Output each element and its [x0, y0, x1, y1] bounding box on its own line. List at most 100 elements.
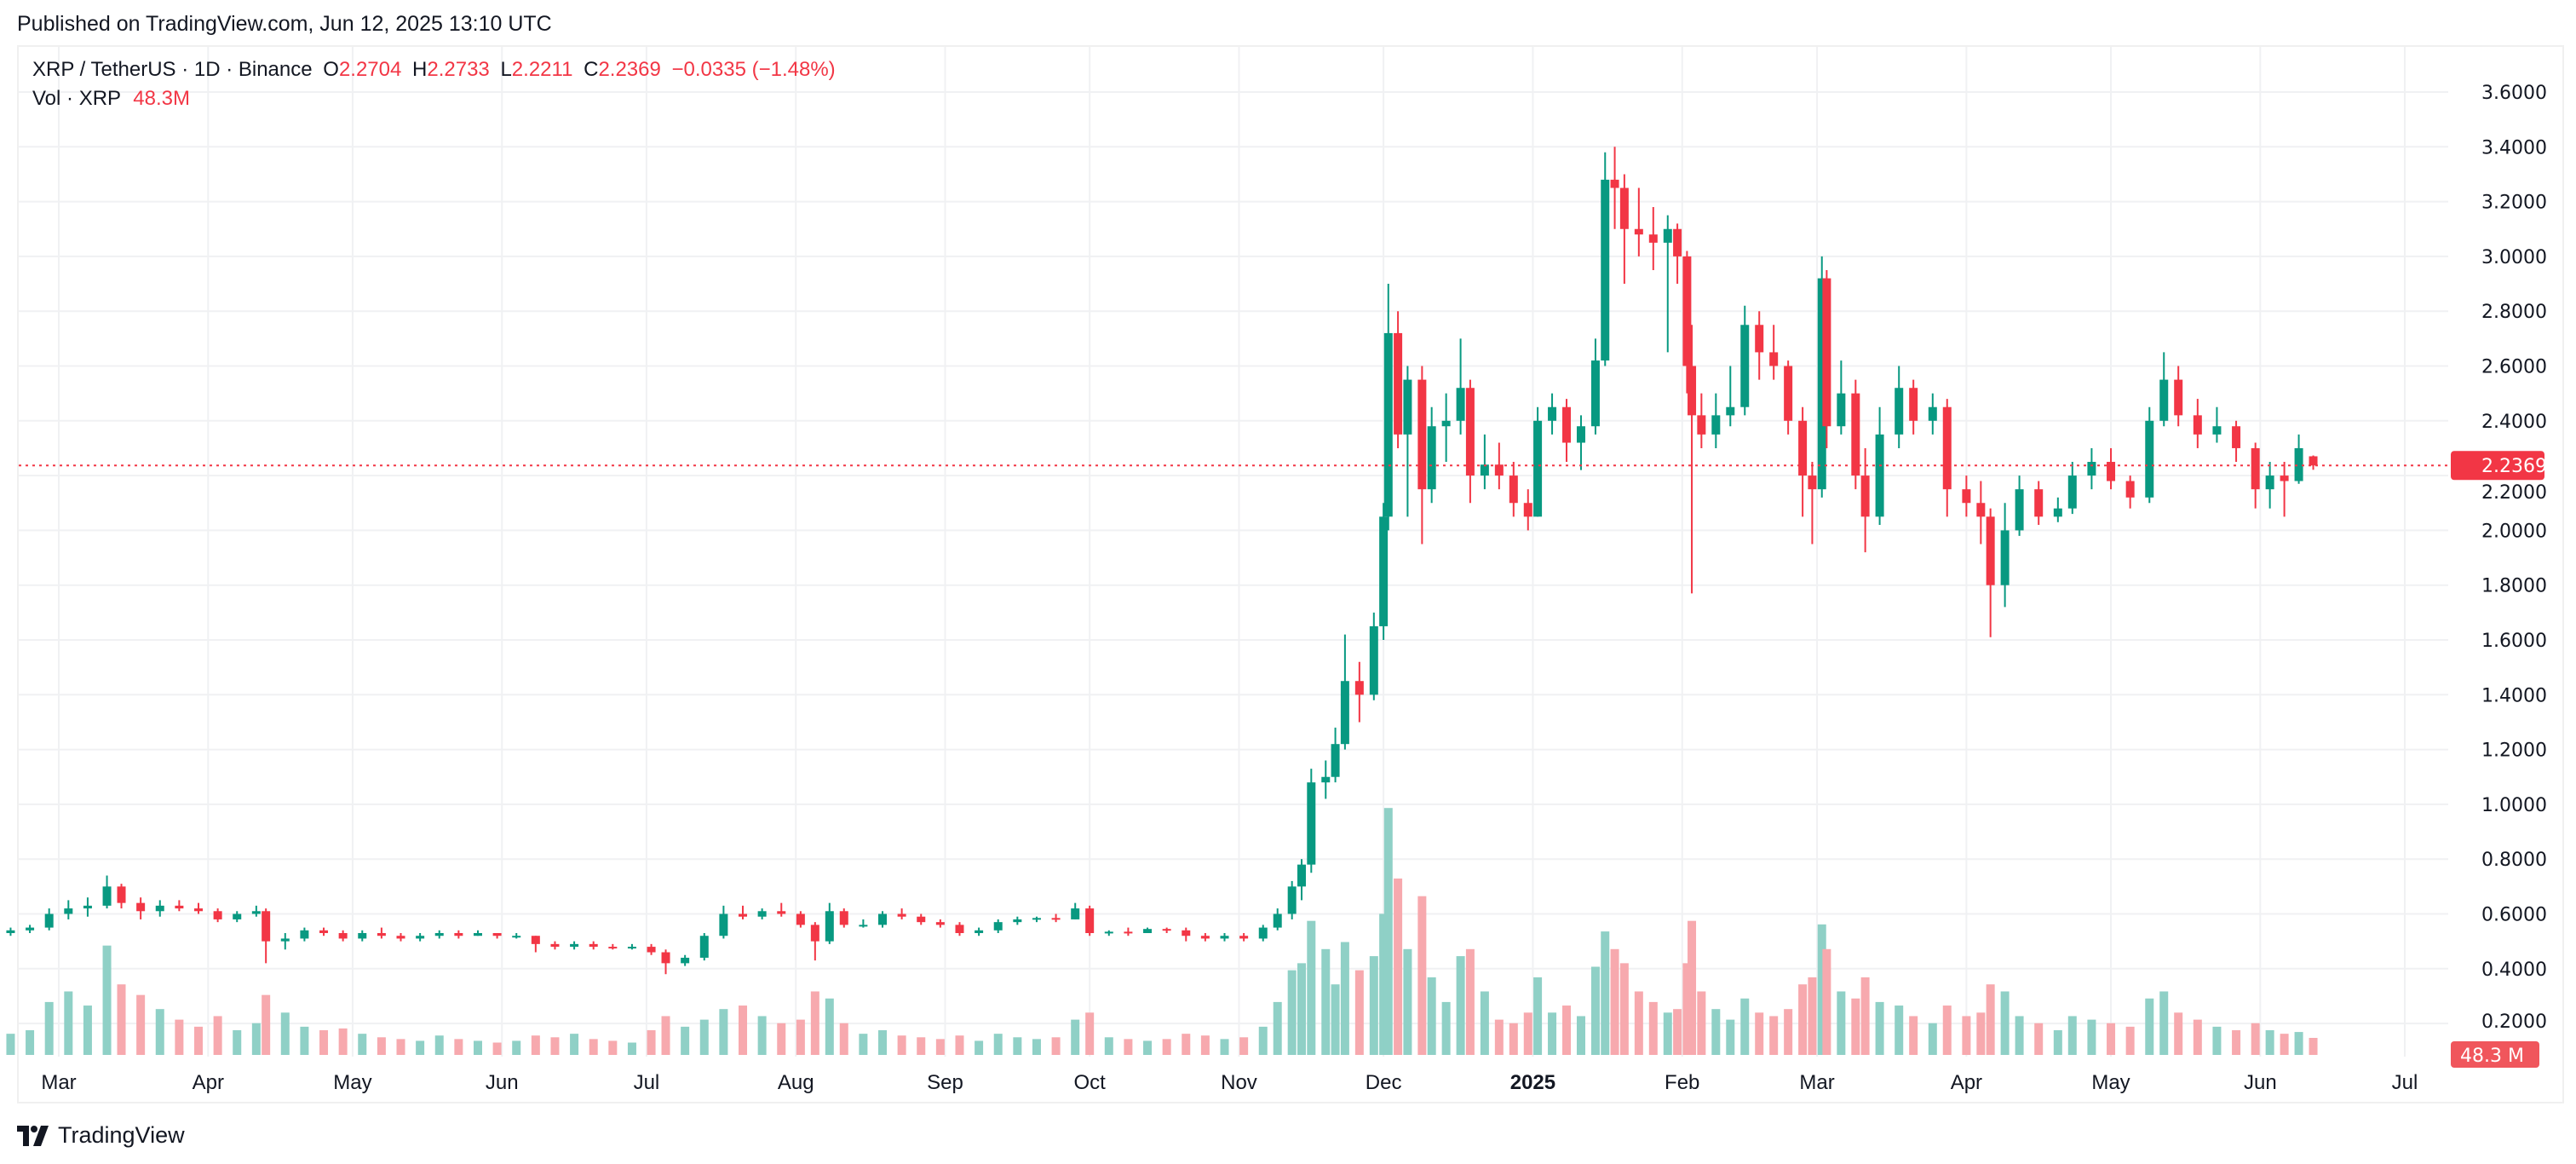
- candle[interactable]: [473, 930, 482, 936]
- candle[interactable]: [897, 908, 906, 919]
- candle[interactable]: [358, 930, 367, 942]
- candle[interactable]: [878, 911, 888, 928]
- candle[interactable]: [859, 919, 868, 928]
- candle[interactable]: [796, 911, 805, 928]
- candle[interactable]: [1755, 311, 1764, 380]
- candle[interactable]: [739, 905, 748, 919]
- candle[interactable]: [570, 941, 579, 950]
- candle[interactable]: [175, 900, 184, 912]
- candle[interactable]: [2000, 503, 2010, 608]
- candle[interactable]: [1071, 902, 1080, 919]
- candle[interactable]: [1523, 489, 1532, 531]
- candle[interactable]: [1976, 481, 1986, 545]
- candle[interactable]: [1648, 207, 1658, 270]
- candle[interactable]: [993, 919, 1003, 934]
- candle[interactable]: [1673, 223, 1682, 285]
- candle[interactable]: [396, 933, 405, 942]
- candle[interactable]: [810, 922, 819, 961]
- candle[interactable]: [6, 927, 15, 936]
- candle[interactable]: [1297, 859, 1306, 901]
- candle[interactable]: [975, 927, 984, 936]
- candle[interactable]: [2053, 497, 2062, 522]
- candle[interactable]: [955, 922, 964, 936]
- candle[interactable]: [1837, 360, 1846, 435]
- candle[interactable]: [1634, 187, 1643, 256]
- candle[interactable]: [2174, 366, 2183, 427]
- candle[interactable]: [1548, 393, 1557, 435]
- candle[interactable]: [233, 911, 242, 923]
- candle[interactable]: [627, 943, 636, 950]
- volume-label[interactable]: Vol · XRP: [32, 87, 121, 110]
- candle[interactable]: [1104, 930, 1113, 936]
- candle[interactable]: [492, 933, 502, 939]
- candle[interactable]: [117, 884, 126, 909]
- candle[interactable]: [136, 897, 146, 919]
- candle[interactable]: [193, 902, 203, 914]
- candle[interactable]: [280, 933, 290, 950]
- candle[interactable]: [319, 927, 329, 936]
- candle[interactable]: [454, 930, 463, 939]
- candle[interactable]: [1287, 880, 1297, 919]
- candle[interactable]: [2015, 475, 2024, 536]
- candle[interactable]: [1860, 447, 1870, 553]
- candle[interactable]: [1369, 612, 1378, 700]
- candle[interactable]: [825, 902, 834, 944]
- candle[interactable]: [1682, 251, 1692, 394]
- candle[interactable]: [1124, 927, 1133, 936]
- candle[interactable]: [1509, 462, 1518, 517]
- symbol-title[interactable]: XRP / TetherUS · 1D · Binance: [32, 58, 313, 81]
- candle[interactable]: [1162, 927, 1171, 934]
- candle[interactable]: [1711, 393, 1721, 448]
- candle[interactable]: [1394, 311, 1403, 448]
- candle[interactable]: [917, 913, 926, 925]
- candle[interactable]: [1085, 905, 1095, 936]
- candle[interactable]: [1331, 727, 1340, 783]
- candle[interactable]: [1379, 503, 1389, 640]
- candle[interactable]: [1986, 508, 1995, 637]
- candle[interactable]: [757, 908, 767, 919]
- tradingview-logo[interactable]: TradingView: [17, 1122, 185, 1149]
- candle[interactable]: [935, 919, 945, 928]
- candle[interactable]: [777, 902, 786, 917]
- candle[interactable]: [589, 941, 598, 950]
- candle[interactable]: [2280, 462, 2289, 517]
- candle[interactable]: [213, 908, 222, 923]
- candle[interactable]: [1013, 916, 1022, 925]
- candle[interactable]: [1822, 269, 1831, 448]
- candle[interactable]: [1441, 393, 1451, 463]
- candle[interactable]: [155, 900, 164, 917]
- candle[interactable]: [2265, 462, 2274, 509]
- candle[interactable]: [2294, 434, 2303, 484]
- candle[interactable]: [1354, 661, 1364, 723]
- candle[interactable]: [839, 908, 848, 928]
- candle[interactable]: [1610, 147, 1619, 229]
- candle[interactable]: [1051, 913, 1061, 923]
- candle[interactable]: [251, 905, 261, 917]
- candle[interactable]: [1321, 760, 1331, 799]
- candle[interactable]: [2159, 352, 2169, 427]
- candle[interactable]: [1533, 406, 1543, 517]
- candle[interactable]: [1417, 366, 1427, 545]
- candle[interactable]: [1576, 415, 1585, 470]
- candle[interactable]: [2232, 420, 2241, 463]
- candle[interactable]: [1663, 215, 1672, 353]
- candle[interactable]: [64, 900, 73, 919]
- candle[interactable]: [1769, 325, 1779, 380]
- candle[interactable]: [1798, 406, 1808, 517]
- candle[interactable]: [1456, 338, 1465, 435]
- candle[interactable]: [434, 930, 444, 939]
- candle[interactable]: [1784, 360, 1793, 435]
- candle[interactable]: [1465, 379, 1475, 504]
- candle[interactable]: [1383, 284, 1393, 531]
- candle[interactable]: [1942, 399, 1952, 517]
- candle[interactable]: [1143, 927, 1153, 934]
- candle[interactable]: [2107, 447, 2116, 490]
- candle[interactable]: [1258, 925, 1268, 942]
- candle[interactable]: [1601, 152, 1610, 366]
- candle[interactable]: [83, 897, 92, 917]
- candle[interactable]: [1909, 379, 1918, 435]
- candle[interactable]: [1851, 379, 1860, 490]
- candle[interactable]: [1480, 434, 1489, 490]
- candle[interactable]: [2212, 406, 2222, 443]
- candle[interactable]: [1200, 933, 1210, 942]
